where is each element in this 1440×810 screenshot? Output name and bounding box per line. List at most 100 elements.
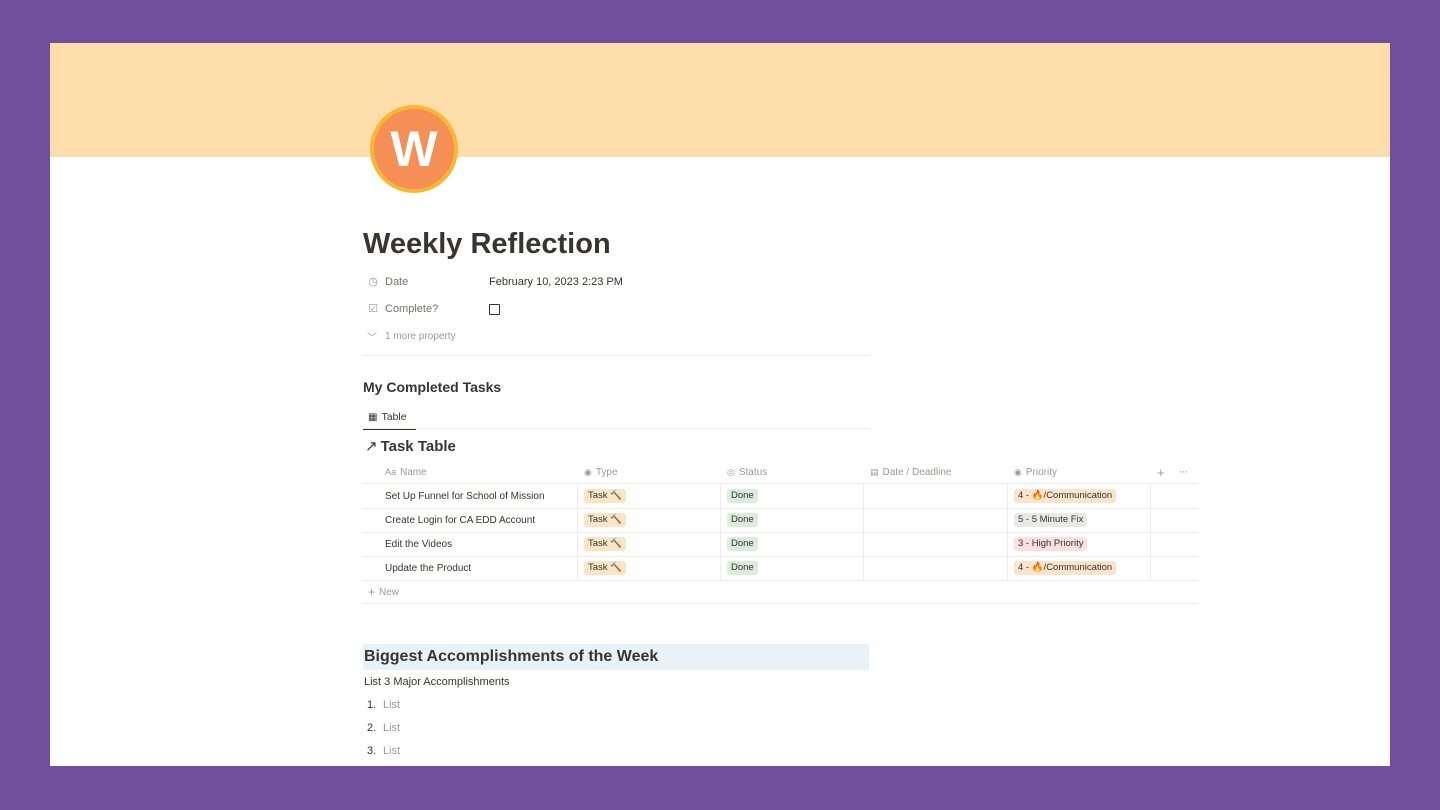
table-row[interactable]: Update the Product Task 🔨 Done 4 - 🔥/Commun… bbox=[363, 556, 1196, 581]
cell-divider bbox=[863, 484, 864, 508]
cell-name[interactable]: Edit the Videos bbox=[385, 532, 452, 556]
page-cover[interactable] bbox=[50, 43, 1390, 157]
view-tab-table[interactable]: ▦ Table bbox=[363, 406, 416, 430]
cell-divider bbox=[1007, 556, 1008, 580]
cell-divider bbox=[863, 508, 864, 532]
cell-divider bbox=[720, 532, 721, 556]
cell-type[interactable]: Task 🔨 bbox=[584, 556, 627, 580]
list-item[interactable]: 1. List bbox=[367, 699, 400, 711]
text-property-icon: Aa bbox=[385, 467, 397, 477]
arrow-up-right-icon: ↗ bbox=[365, 438, 378, 455]
select-icon: ◉ bbox=[584, 466, 592, 477]
page-title[interactable]: Weekly Reflection bbox=[363, 228, 611, 260]
column-header-type[interactable]: ◉ Type bbox=[584, 461, 618, 483]
cell-type[interactable]: Task 🔨 bbox=[584, 532, 627, 556]
table-header: Aa Name ◉ Type ◎ Status ▤ Date / Deadlin… bbox=[363, 461, 1196, 484]
property-name: Complete? bbox=[385, 303, 439, 315]
property-value[interactable]: February 10, 2023 2:23 PM bbox=[489, 276, 623, 288]
priority-tag: 5 - 5 Minute Fix bbox=[1014, 513, 1088, 527]
accomplishments-subtitle: List 3 Major Accomplishments bbox=[364, 676, 510, 688]
column-header-date[interactable]: ▤ Date / Deadline bbox=[870, 461, 951, 483]
more-property-label: 1 more property bbox=[385, 331, 456, 342]
status-icon: ◎ bbox=[727, 466, 735, 477]
type-tag: Task 🔨 bbox=[584, 489, 627, 503]
task-name: Set Up Funnel for School of Mission bbox=[385, 490, 545, 502]
checkbox-icon: ☑ bbox=[368, 303, 378, 315]
task-name: Create Login for CA EDD Account bbox=[385, 514, 536, 526]
type-tag: Task 🔨 bbox=[584, 513, 627, 527]
property-name: Date bbox=[385, 276, 409, 288]
list-item[interactable]: 3. List bbox=[367, 745, 400, 757]
cell-priority[interactable]: 3 - High Priority bbox=[1014, 532, 1088, 556]
cell-name[interactable]: Set Up Funnel for School of Mission bbox=[385, 484, 545, 508]
column-label: Type bbox=[595, 466, 618, 478]
add-column-button[interactable]: + bbox=[1157, 461, 1165, 483]
column-header-status[interactable]: ◎ Status bbox=[727, 461, 767, 483]
cell-divider bbox=[577, 532, 578, 556]
column-header-name[interactable]: Aa Name bbox=[385, 461, 427, 483]
status-tag: Done bbox=[727, 561, 758, 575]
list-number: 2. bbox=[367, 722, 377, 734]
cell-divider bbox=[1007, 532, 1008, 556]
list-placeholder[interactable]: List bbox=[383, 699, 401, 711]
database-title: Task Table bbox=[380, 438, 456, 455]
section-heading-tasks: My Completed Tasks bbox=[363, 379, 502, 395]
type-tag: Task 🔨 bbox=[584, 561, 627, 575]
cell-status[interactable]: Done bbox=[727, 556, 758, 580]
notion-page: W Weekly Reflection ◷ Date February 10, … bbox=[50, 43, 1390, 766]
cell-name[interactable]: Create Login for CA EDD Account bbox=[385, 508, 535, 532]
page-icon[interactable]: W bbox=[370, 105, 458, 193]
new-row-button[interactable]: + New bbox=[363, 581, 1196, 604]
cell-divider bbox=[577, 508, 578, 532]
linked-database-title[interactable]: ↗ Task Table bbox=[365, 437, 456, 455]
cell-type[interactable]: Task 🔨 bbox=[584, 484, 627, 508]
cell-priority[interactable]: 4 - 🔥/Communication bbox=[1014, 484, 1117, 508]
column-header-priority[interactable]: ◉ Priority bbox=[1014, 461, 1057, 483]
section-heading-accomplishments: Biggest Accomplishments of the Week bbox=[363, 644, 869, 670]
cell-divider bbox=[577, 556, 578, 580]
list-placeholder[interactable]: List bbox=[383, 722, 401, 734]
cell-priority[interactable]: 5 - 5 Minute Fix bbox=[1014, 508, 1088, 532]
cell-divider bbox=[577, 484, 578, 508]
cell-priority[interactable]: 4 - 🔥/Communication bbox=[1014, 556, 1117, 580]
list-placeholder[interactable]: List bbox=[383, 745, 401, 757]
cell-status[interactable]: Done bbox=[727, 484, 758, 508]
list-number: 3. bbox=[367, 745, 377, 757]
table-row[interactable]: Edit the Videos Task 🔨 Done 3 - High Priori… bbox=[363, 532, 1196, 557]
more-property-toggle[interactable]: ﹀ 1 more property bbox=[367, 329, 456, 344]
property-date[interactable]: ◷ Date February 10, 2023 2:23 PM bbox=[367, 272, 623, 292]
more-options-button[interactable]: ··· bbox=[1179, 461, 1188, 483]
column-label: Name bbox=[400, 466, 427, 478]
table-row[interactable]: Create Login for CA EDD Account Task 🔨 Don… bbox=[363, 508, 1196, 533]
cell-type[interactable]: Task 🔨 bbox=[584, 508, 627, 532]
status-tag: Done bbox=[727, 489, 758, 503]
status-tag: Done bbox=[727, 513, 758, 527]
cell-divider bbox=[1150, 484, 1151, 508]
clock-icon: ◷ bbox=[368, 276, 378, 288]
calendar-icon: ▤ bbox=[870, 466, 879, 477]
new-row-label: New bbox=[379, 586, 400, 598]
list-item[interactable]: 2. List bbox=[367, 722, 400, 734]
cell-divider bbox=[720, 508, 721, 532]
priority-tag: 3 - High Priority bbox=[1014, 537, 1088, 551]
property-complete[interactable]: ☑ Complete? bbox=[367, 299, 500, 319]
column-label: Priority bbox=[1025, 466, 1057, 478]
cell-divider bbox=[863, 532, 864, 556]
cell-divider bbox=[1150, 508, 1151, 532]
divider bbox=[363, 355, 870, 356]
cell-name[interactable]: Update the Product bbox=[385, 556, 471, 580]
cell-status[interactable]: Done bbox=[727, 532, 758, 556]
list-number: 1. bbox=[367, 699, 377, 711]
cell-status[interactable]: Done bbox=[727, 508, 758, 532]
priority-tag: 4 - 🔥/Communication bbox=[1014, 561, 1117, 575]
cell-divider bbox=[1007, 508, 1008, 532]
plus-icon: + bbox=[1157, 464, 1165, 480]
task-name: Update the Product bbox=[385, 562, 472, 574]
complete-checkbox[interactable] bbox=[489, 303, 500, 315]
chevron-down-icon: ﹀ bbox=[367, 333, 377, 344]
cell-divider bbox=[1007, 484, 1008, 508]
view-tab-label: Table bbox=[381, 411, 407, 423]
cell-divider bbox=[720, 556, 721, 580]
status-tag: Done bbox=[727, 537, 758, 551]
table-row[interactable]: Set Up Funnel for School of Mission Task … bbox=[363, 484, 1196, 509]
